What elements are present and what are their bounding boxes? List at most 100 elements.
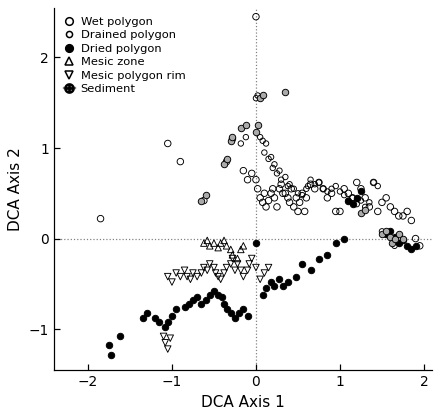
Point xyxy=(279,282,286,289)
Point xyxy=(307,176,314,183)
Point xyxy=(362,206,369,213)
Point xyxy=(234,255,241,262)
Y-axis label: DCA Axis 2: DCA Axis 2 xyxy=(7,147,22,231)
Point xyxy=(156,319,163,325)
Point xyxy=(229,134,236,140)
Point xyxy=(229,252,236,258)
Point xyxy=(284,279,291,285)
Point xyxy=(139,315,146,321)
Point xyxy=(240,242,247,249)
Point xyxy=(194,273,201,280)
Point xyxy=(259,92,266,99)
Point xyxy=(299,192,306,199)
X-axis label: DCA Axis 1: DCA Axis 1 xyxy=(202,395,285,410)
Point xyxy=(254,122,261,129)
Point xyxy=(357,210,364,217)
Point xyxy=(253,13,260,20)
Point xyxy=(204,237,211,244)
Point xyxy=(412,242,419,249)
Point xyxy=(276,167,283,174)
Point xyxy=(299,190,306,196)
Point xyxy=(290,186,297,192)
Point xyxy=(259,138,266,144)
Point xyxy=(341,186,348,192)
Point xyxy=(278,176,285,183)
Point xyxy=(164,140,171,147)
Point xyxy=(265,155,272,162)
Point xyxy=(412,235,419,242)
Point xyxy=(391,233,398,240)
Point xyxy=(220,270,227,276)
Point xyxy=(311,181,318,188)
Point xyxy=(265,264,272,271)
Point xyxy=(259,92,266,99)
Point xyxy=(400,213,407,219)
Point xyxy=(206,291,213,298)
Point xyxy=(220,301,227,307)
Point xyxy=(198,301,205,307)
Point xyxy=(217,240,224,247)
Point xyxy=(229,134,236,140)
Point xyxy=(282,89,289,95)
Point xyxy=(143,309,150,316)
Point xyxy=(296,199,303,206)
Point xyxy=(231,315,238,321)
Point xyxy=(391,235,398,242)
Point xyxy=(332,240,339,247)
Point xyxy=(387,233,394,240)
Point xyxy=(349,201,356,207)
Point xyxy=(242,122,249,129)
Point xyxy=(349,194,356,201)
Point xyxy=(223,158,230,165)
Point xyxy=(198,270,205,276)
Point xyxy=(200,240,207,247)
Point xyxy=(353,201,360,207)
Point xyxy=(383,228,390,234)
Point xyxy=(303,186,310,192)
Point xyxy=(237,140,244,147)
Point xyxy=(169,312,176,319)
Point xyxy=(271,282,278,289)
Point xyxy=(383,228,390,234)
Point xyxy=(319,186,326,192)
Point xyxy=(162,324,169,331)
Point xyxy=(237,125,244,131)
Point xyxy=(190,297,197,303)
Point xyxy=(253,264,260,271)
Point xyxy=(315,255,323,262)
Point xyxy=(391,242,398,249)
Point xyxy=(319,186,326,192)
Point xyxy=(257,95,264,102)
Point xyxy=(261,270,268,276)
Point xyxy=(169,279,176,285)
Point xyxy=(164,346,171,352)
Point xyxy=(254,186,261,192)
Point xyxy=(279,190,286,196)
Legend: Wet polygon, Drained polygon, Dried polygon, Mesic zone, Mesic polygon rim, Sedi: Wet polygon, Drained polygon, Dried poly… xyxy=(60,13,189,97)
Point xyxy=(315,179,323,186)
Point xyxy=(293,273,300,280)
Point xyxy=(152,315,159,321)
Point xyxy=(324,252,331,258)
Point xyxy=(202,297,209,303)
Point xyxy=(387,233,394,240)
Point xyxy=(278,181,285,188)
Point xyxy=(288,186,295,192)
Point xyxy=(237,246,244,253)
Point xyxy=(378,199,385,206)
Point xyxy=(282,190,289,196)
Point xyxy=(223,155,230,162)
Point xyxy=(215,244,222,251)
Point xyxy=(172,270,180,276)
Point xyxy=(227,309,234,316)
Point xyxy=(229,255,236,262)
Point xyxy=(253,240,260,247)
Point xyxy=(248,170,255,177)
Point xyxy=(383,194,390,201)
Point xyxy=(265,197,272,204)
Point xyxy=(307,181,314,188)
Point xyxy=(366,199,373,206)
Point xyxy=(268,279,275,285)
Point xyxy=(276,186,283,192)
Point xyxy=(244,176,251,183)
